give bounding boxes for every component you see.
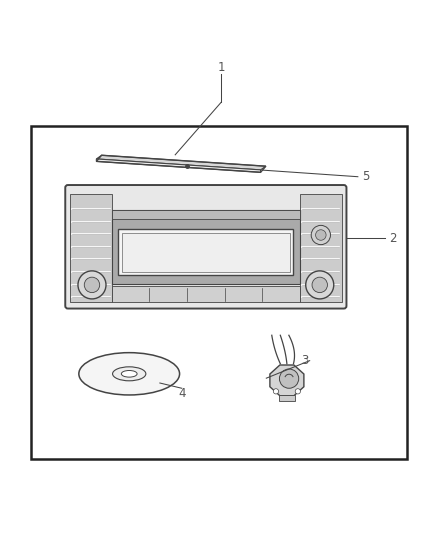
Text: 2: 2 (389, 231, 397, 245)
Bar (118, 229, 293, 275)
Polygon shape (96, 155, 266, 170)
Text: 5: 5 (362, 170, 369, 183)
Bar (112, 209, 300, 219)
Text: 1: 1 (217, 61, 225, 74)
Circle shape (273, 389, 279, 394)
Text: 4: 4 (178, 387, 186, 400)
Polygon shape (96, 159, 261, 172)
Circle shape (306, 271, 334, 299)
FancyBboxPatch shape (65, 185, 346, 309)
Polygon shape (270, 365, 304, 396)
Bar (279, 395, 295, 401)
Ellipse shape (79, 353, 180, 395)
Bar (300, 194, 342, 302)
Circle shape (78, 271, 106, 299)
Circle shape (279, 369, 299, 388)
Bar (112, 209, 300, 284)
Circle shape (84, 277, 100, 293)
Bar (70, 194, 112, 302)
Bar (122, 233, 290, 272)
Circle shape (316, 230, 326, 240)
Ellipse shape (121, 370, 137, 377)
Circle shape (312, 277, 328, 293)
Ellipse shape (113, 367, 146, 381)
Circle shape (311, 225, 331, 245)
Bar (31, 126, 407, 459)
Bar (112, 286, 300, 302)
Text: 3: 3 (301, 354, 308, 367)
Circle shape (295, 389, 300, 394)
